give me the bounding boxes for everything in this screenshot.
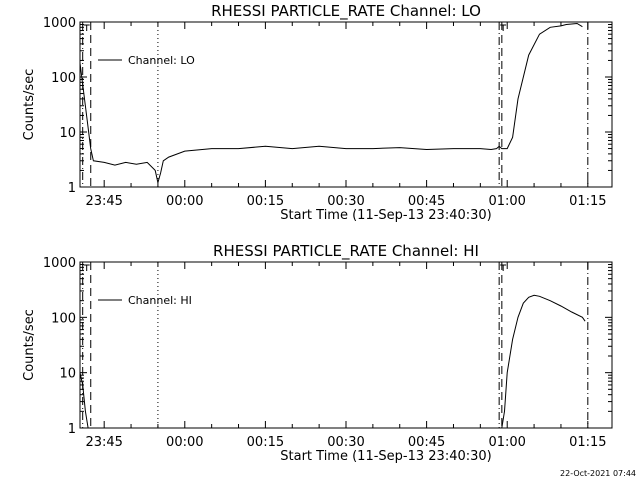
y-tick-label: 10 [59, 126, 76, 141]
x-tick-label: 01:15 [569, 435, 606, 450]
x-tick-label: 00:45 [408, 194, 445, 209]
x-tick-label: 00:00 [166, 435, 203, 450]
y-tick-label: 100 [51, 311, 76, 326]
y-tick-label: 1000 [43, 16, 76, 31]
x-tick-label: 01:00 [488, 194, 525, 209]
hi-channel-panel: RHESSI PARTICLE_RATE Channel: HI 1 10 100 10… [22, 242, 613, 464]
x-axis-label: Start Time (11-Sep-13 23:40:30) [280, 208, 491, 223]
legend-label: Channel: LO [128, 54, 195, 67]
series-line-0 [79, 294, 586, 429]
y-tick-label: 10 [59, 367, 76, 382]
x-tick-label: 00:45 [408, 435, 445, 450]
plot-frame [79, 261, 613, 429]
x-axis-label: Start Time (11-Sep-13 23:40:30) [280, 449, 491, 464]
y-tick-label: 1 [68, 422, 76, 437]
chart-title: RHESSI PARTICLE_RATE Channel: HI [213, 242, 479, 261]
x-tick-label: 00:30 [327, 194, 364, 209]
chart-title: RHESSI PARTICLE_RATE Channel: LO [211, 2, 481, 21]
y-tick-label: 100 [51, 71, 76, 86]
plot-frame [79, 21, 613, 188]
x-tick-label: 00:30 [327, 435, 364, 450]
x-tick-label: 01:00 [488, 435, 525, 450]
series-line-0 [79, 22, 583, 183]
x-tick-label: 23:45 [85, 435, 122, 450]
x-tick-label: 01:15 [569, 194, 606, 209]
legend-label: Channel: HI [128, 294, 192, 307]
y-axis-label: Counts/sec [22, 309, 37, 381]
generation-timestamp: 22-Oct-2021 07:44 [560, 469, 636, 478]
x-tick-label: 00:15 [247, 194, 284, 209]
y-tick-label: 1 [68, 181, 76, 196]
x-tick-label: 00:15 [247, 435, 284, 450]
x-tick-label: 00:00 [166, 194, 203, 209]
lo-channel-panel: RHESSI PARTICLE_RATE Channel: LO 1 10 100 10… [22, 2, 613, 223]
y-tick-label: 1000 [43, 256, 76, 271]
y-axis-label: Counts/sec [22, 69, 37, 141]
x-tick-label: 23:45 [85, 194, 122, 209]
